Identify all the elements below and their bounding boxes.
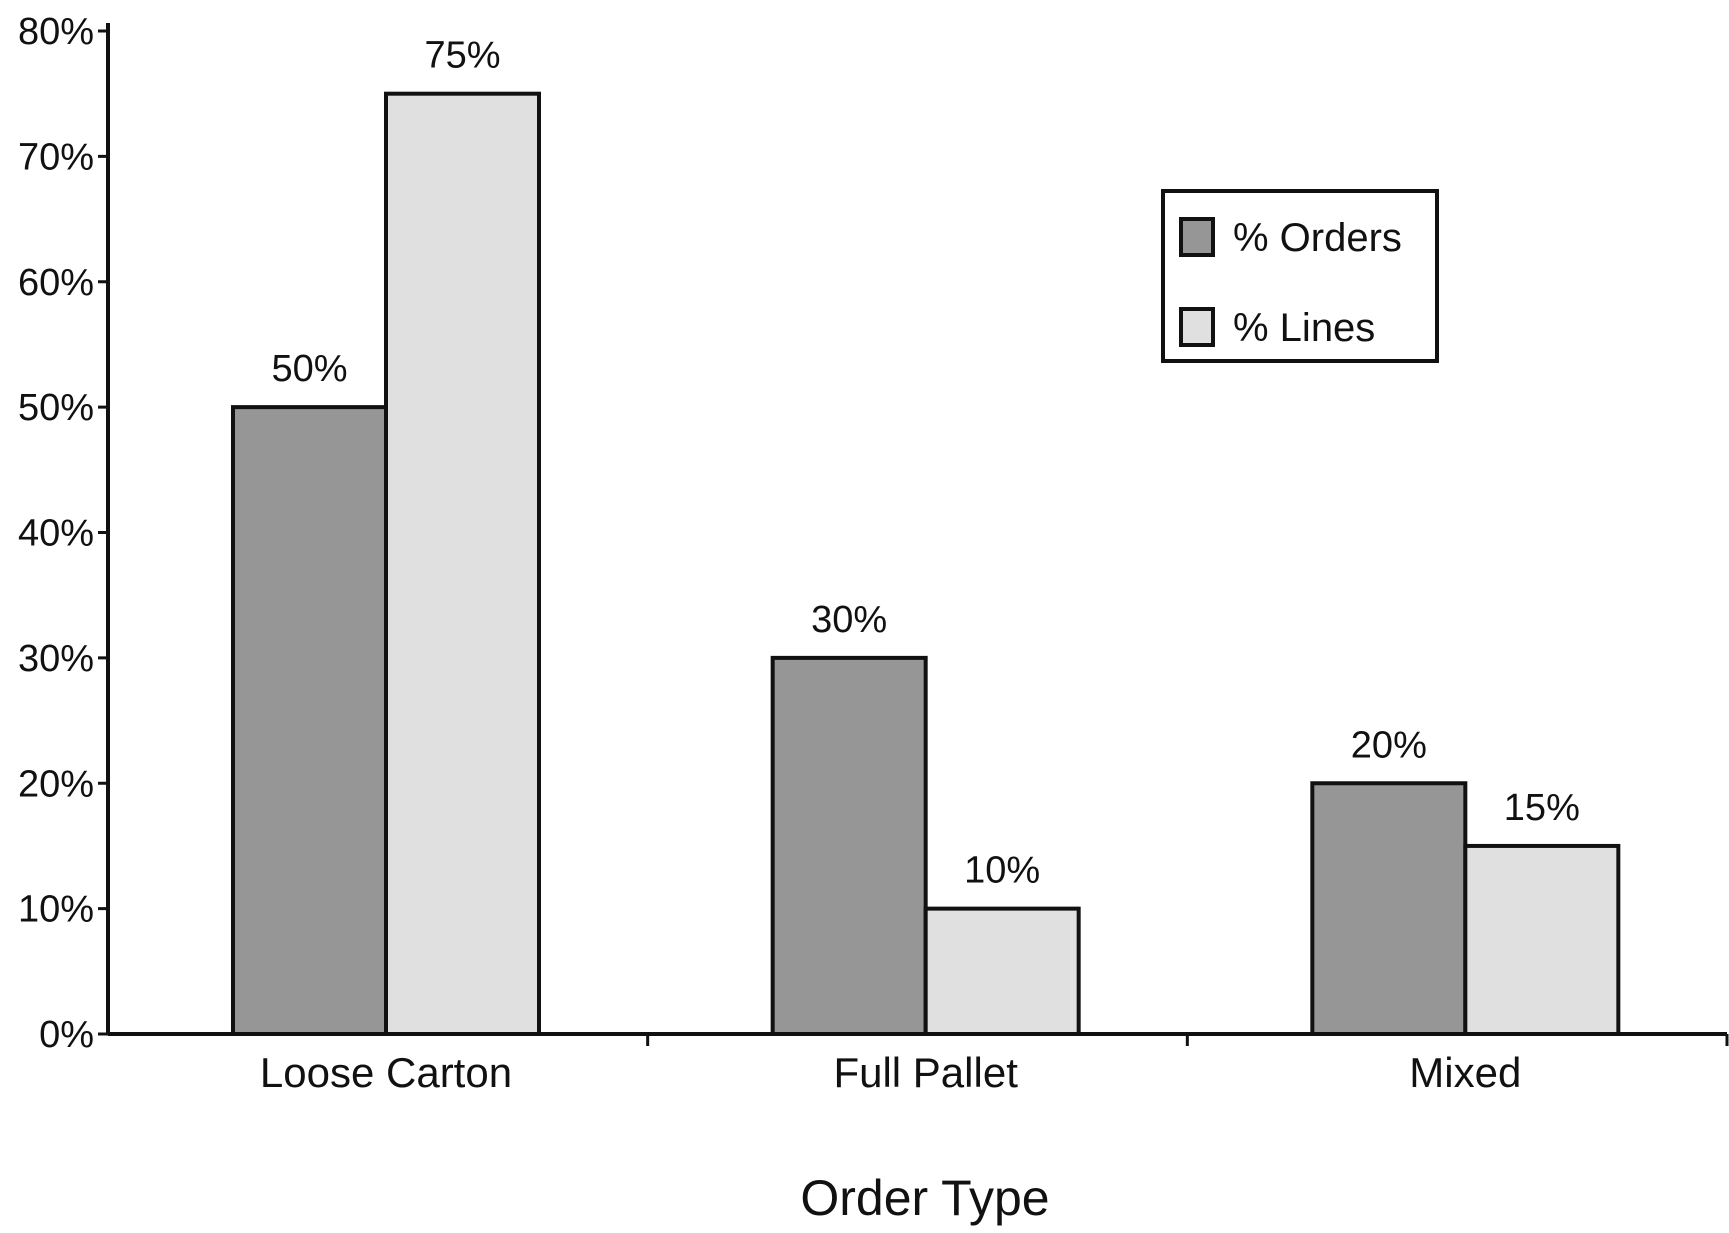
value-labels-group: 50% 75% 30% 10% 20% 15%: [271, 35, 1579, 892]
bar-orders-loose-carton: [231, 405, 388, 1036]
bar-value-label: 10%: [964, 850, 1040, 892]
bar-orders-mixed: [1310, 781, 1468, 1036]
bar-orders-full-pallet: [770, 655, 928, 1036]
x-axis-title: Order Type: [800, 1170, 1049, 1226]
bar-value-label: 50%: [271, 348, 347, 390]
y-tick-label: 80%: [18, 11, 94, 53]
y-axis-ticks: 0% 10% 20% 30% 40% 50% 60% 70% 80%: [18, 11, 108, 1056]
legend-swatch-orders: [1179, 217, 1215, 257]
bar-lines-full-pallet: [923, 906, 1081, 1036]
bar-value-label: 20%: [1351, 724, 1427, 766]
bar-value-label: 15%: [1504, 787, 1580, 829]
y-tick-label: 70%: [18, 136, 94, 178]
y-tick-label: 60%: [18, 262, 94, 304]
y-tick-label: 0%: [39, 1014, 94, 1056]
bar-value-label: 75%: [424, 35, 500, 77]
y-tick-label: 10%: [18, 889, 94, 931]
y-tick-label: 30%: [18, 638, 94, 680]
x-category-label: Full Pallet: [833, 1049, 1018, 1096]
legend-label: % Orders: [1233, 216, 1402, 260]
y-tick-label: 20%: [18, 763, 94, 805]
x-axis-ticks: [646, 1034, 1729, 1046]
x-category-label: Loose Carton: [260, 1049, 512, 1096]
y-tick-label: 50%: [18, 387, 94, 429]
legend-label: % Lines: [1233, 306, 1375, 350]
legend: % Orders % Lines: [1161, 189, 1439, 363]
bar-lines-loose-carton: [384, 91, 541, 1036]
category-labels-group: Loose Carton Full Pallet Mixed: [260, 1049, 1521, 1096]
y-tick-label: 40%: [18, 513, 94, 555]
bar-lines-mixed: [1463, 843, 1621, 1036]
bars-group: [231, 91, 1621, 1036]
x-category-label: Mixed: [1409, 1049, 1521, 1096]
legend-swatch-lines: [1179, 307, 1215, 347]
bar-value-label: 30%: [811, 599, 887, 641]
